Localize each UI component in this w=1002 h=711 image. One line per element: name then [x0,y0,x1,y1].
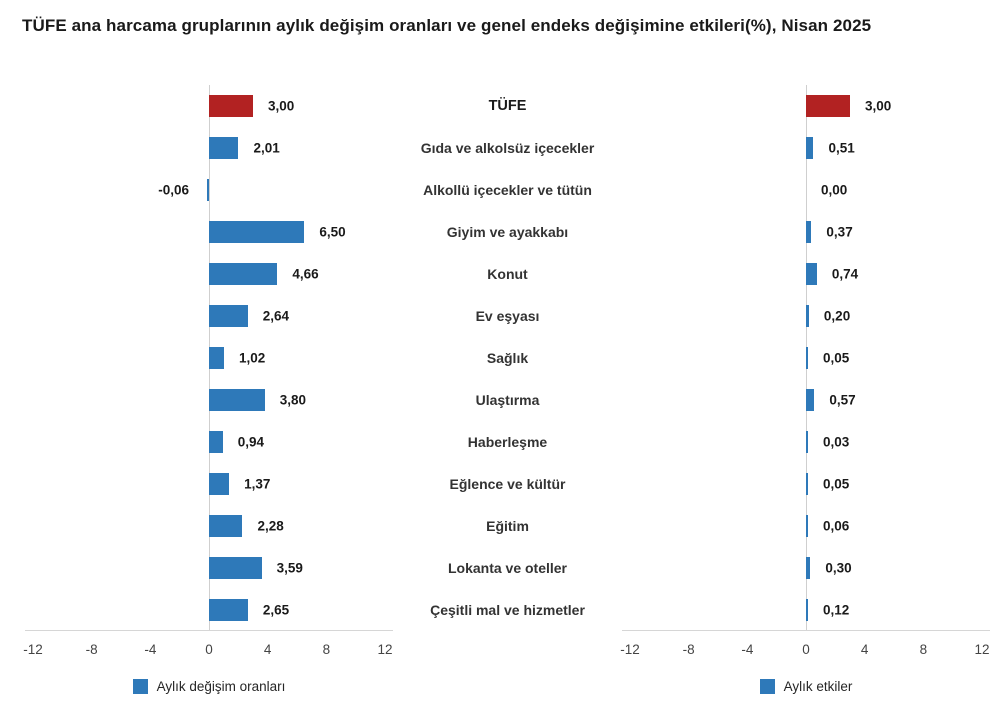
value-label: 0,03 [823,434,850,450]
category-label: Giyim ve ayakkabı [446,224,569,240]
category-label: Sağlık [486,350,529,366]
category-labels-column: TÜFE Gıda ve alkolsüz içecekler Alkollü iç… [385,85,630,631]
category-label: Gıda ve alkolsüz içecekler [420,140,595,156]
value-label: 2,01 [253,140,280,156]
bar [209,473,230,495]
bar [806,473,808,495]
x-axis-line [622,630,990,631]
category-label: Ev eşyası [475,308,540,324]
x-tick-label: 0 [205,642,213,657]
value-label: 0,37 [826,224,853,240]
legend-swatch-icon [132,679,148,694]
value-label: 2,64 [262,308,289,324]
x-tick-label: -4 [741,642,754,657]
value-label: 0,51 [828,140,855,156]
x-tick-label: 8 [322,642,331,657]
value-label: 2,65 [262,602,290,618]
left-plot-area: 3,00 2,01 -0,06 6,50 4,66 2,64 1,02 3,80 0,94 1,3… [25,85,393,631]
category-label: TÜFE [488,98,527,114]
bar [806,221,812,243]
right-chart: 3,00 0,51 0,00 0,37 0,74 0,20 0,05 0,57 0,03 0,05… [620,85,990,694]
legend-label: Aylık etkiler [783,679,853,694]
x-tick-label: 4 [860,642,869,657]
x-tick-label: -12 [620,642,640,657]
value-label: 0,05 [823,350,850,366]
bar [806,389,815,411]
left-legend: Aylık değişim oranları [33,679,385,694]
value-label: 0,30 [825,560,852,576]
bar [207,179,209,201]
bar [209,557,262,579]
bar [806,95,850,117]
value-label: 1,37 [244,476,271,492]
category-label: Lokanta ve oteller [447,560,568,576]
value-label: 2,28 [257,518,284,534]
x-tick-label: -4 [144,642,157,657]
value-label: 0,05 [823,476,850,492]
value-label: 3,59 [276,560,303,576]
value-label: 3,00 [865,98,892,114]
page-title: TÜFE ana harcama gruplarının aylık değiş… [22,16,872,35]
x-axis-line [25,630,393,631]
value-label: 0,12 [823,602,850,618]
bar [806,557,811,579]
value-label: 3,00 [268,98,295,114]
bar [209,389,265,411]
category-label: Eğitim [486,518,529,534]
category-label: Eğlence ve kültür [449,476,566,492]
bar [209,137,239,159]
right-plot-area: 3,00 0,51 0,00 0,37 0,74 0,20 0,05 0,57 0,03 0,05… [622,85,990,631]
value-label: 0,94 [237,434,265,450]
right-legend: Aylık etkiler [630,679,982,694]
legend-swatch-icon [759,679,775,694]
bar [806,599,808,621]
x-tick-label: -8 [85,642,98,657]
bar [806,515,808,537]
x-tick-label: -8 [682,642,695,657]
category-label: Alkollü içecekler ve tütün [423,182,592,198]
bar [806,137,814,159]
x-tick-label: 12 [377,642,393,657]
x-tick-label: 12 [974,642,990,657]
bar [209,599,248,621]
category-label: Çeşitli mal ve hizmetler [430,602,585,618]
left-x-axis: -12 -8 -4 0 4 8 12 [23,642,392,662]
bar [209,431,223,453]
value-label: 1,02 [238,350,266,366]
category-label: Ulaştırma [475,392,540,408]
value-label: 0,20 [823,308,851,324]
bar [806,305,809,327]
bar [209,221,305,243]
value-label: 6,50 [319,224,346,240]
value-label: 4,66 [292,266,319,282]
x-tick-label: -12 [23,642,43,657]
legend-label: Aylık değişim oranları [156,679,286,694]
x-tick-label: 8 [919,642,928,657]
value-label: 0,74 [831,266,859,282]
x-tick-label: 4 [263,642,272,657]
category-label: Konut [487,266,528,282]
value-label: 0,57 [829,392,856,408]
value-label: 0,00 [821,182,848,198]
bar [806,431,808,453]
x-tick-label: 0 [802,642,810,657]
bar [806,263,817,285]
left-chart: 3,00 2,01 -0,06 6,50 4,66 2,64 1,02 3,80 0,94 1,3… [23,85,393,694]
right-x-axis: -12 -8 -4 0 4 8 12 [620,642,989,662]
bar [209,515,243,537]
bar [209,95,253,117]
value-label: -0,06 [158,182,189,198]
bar [209,305,248,327]
bar [209,263,278,285]
category-label: Haberleşme [467,434,548,450]
bar [806,347,808,369]
value-label: 3,80 [279,392,306,408]
charts-row: 3,00 2,01 -0,06 6,50 4,66 2,64 1,02 3,80 0,94 1,3… [0,85,1002,694]
bar [209,347,224,369]
value-label: 0,06 [823,518,850,534]
